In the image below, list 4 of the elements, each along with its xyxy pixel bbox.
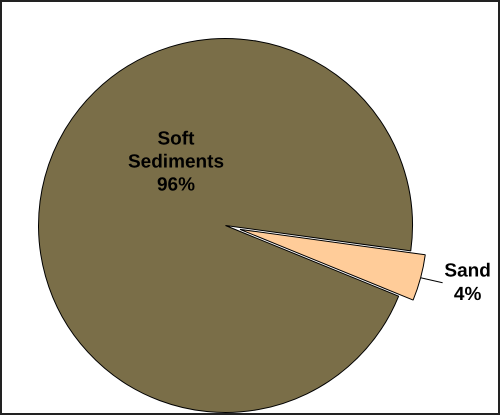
- slice-label: Sand: [444, 260, 491, 282]
- data-label: 96%: [156, 174, 196, 196]
- data-label: 4%: [454, 284, 482, 305]
- slice-label: Soft Sediments: [128, 128, 224, 173]
